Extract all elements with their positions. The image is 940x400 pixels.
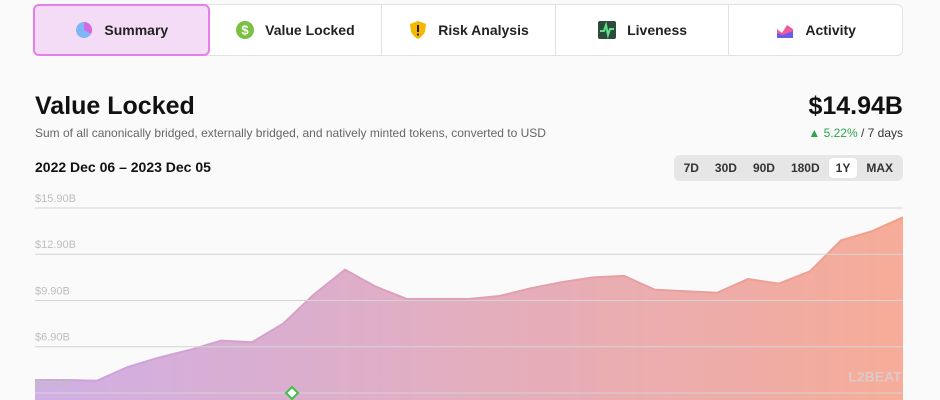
section-title: Value Locked (35, 92, 195, 120)
tab-label: Liveness (627, 22, 688, 38)
range-button[interactable]: 180D (790, 161, 820, 175)
up-arrow: ▲ (808, 126, 824, 140)
range-button[interactable]: 30D (714, 161, 737, 175)
liveness-icon (598, 21, 617, 39)
tab[interactable]: Summary (33, 4, 210, 56)
tab-bar: Summary $ Value Locked Risk Analysis Liv… (33, 4, 903, 56)
tab-label: Activity (805, 22, 856, 38)
summary-icon (76, 21, 93, 38)
total-value: $14.94B (808, 92, 903, 120)
tab-label: Value Locked (265, 22, 355, 38)
activity-icon (777, 25, 794, 38)
watermark: L2BEAT (848, 369, 902, 385)
y-tick-label: $3.90B (35, 378, 70, 390)
y-tick-label: $15.90B (35, 193, 76, 205)
range-button[interactable]: 1Y (828, 158, 858, 178)
tab[interactable]: Activity (729, 5, 902, 55)
line (35, 216, 904, 382)
range-selector: 7D 30D 90D 180D 1Y MAX (673, 155, 903, 181)
area (35, 217, 903, 400)
tab[interactable]: Risk Analysis (382, 5, 556, 55)
change-period: / 7 days (860, 126, 903, 140)
range-button[interactable]: MAX (866, 161, 893, 175)
section-subtitle: Sum of all canonically bridged, external… (35, 126, 546, 140)
y-tick-label: $6.90B (35, 332, 70, 344)
change: ▲ 5.22% / 7 days (808, 126, 903, 140)
y-tick-label: $12.90B (35, 239, 76, 251)
tab-label: Summary (104, 22, 169, 38)
range-button[interactable]: 90D (752, 161, 775, 175)
value-icon: $ (236, 21, 255, 39)
range-button[interactable]: 7D (683, 161, 699, 175)
svg-text:$: $ (242, 22, 250, 37)
risk-icon (410, 21, 427, 39)
change-value: 5.22% (823, 126, 858, 140)
date-range: 2022 Dec 06 – 2023 Dec 05 (35, 159, 211, 175)
y-tick-label: $9.90B (35, 285, 70, 297)
milestone-marker (284, 385, 300, 400)
tab[interactable]: $ Value Locked (209, 5, 383, 55)
tab-label: Risk Analysis (438, 22, 529, 38)
tab[interactable]: Liveness (556, 5, 730, 55)
